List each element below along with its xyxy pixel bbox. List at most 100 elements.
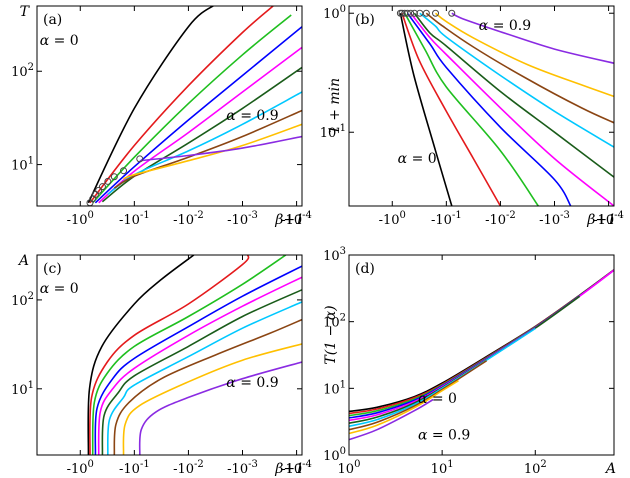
series-line — [349, 327, 536, 427]
series-line — [349, 269, 614, 415]
series-line — [403, 12, 539, 206]
series-line — [434, 12, 614, 98]
panel-label: (c) — [43, 261, 62, 277]
curves — [399, 12, 614, 206]
data-point — [120, 167, 128, 175]
panel-3: -100 -10-1 -10-2 -10-3 -10-4 101 102 (c) β+1 Aα =… — [11, 253, 312, 477]
curve-annotation: α = 0 — [418, 391, 457, 407]
series-line — [122, 343, 302, 455]
series-line — [106, 301, 302, 455]
panel-label: (d) — [355, 261, 375, 277]
y-tick-label: 100 — [323, 4, 346, 22]
x-tick-label: -10-2 — [173, 459, 204, 477]
series-line — [89, 255, 250, 455]
curves — [349, 269, 614, 441]
y-tick-label: 103 — [323, 246, 346, 264]
y-tick-label: 102 — [323, 313, 346, 331]
series-line — [94, 265, 302, 455]
x-tick-label: 101 — [431, 459, 454, 477]
series-line — [399, 13, 453, 206]
plot-frame — [348, 254, 615, 456]
x-tick-label: -10-1 — [119, 459, 150, 477]
series-line — [349, 360, 488, 431]
curve-annotation: α = 0.9 — [418, 428, 470, 444]
x-tick-label: -10-4 — [593, 210, 624, 228]
data-point — [422, 9, 430, 17]
curves — [87, 6, 302, 204]
series-line — [92, 14, 292, 204]
series-line — [349, 398, 434, 441]
curve-annotation: α = 0.9 — [226, 108, 278, 124]
y-axis-label: 1 + min — [327, 78, 343, 134]
y-tick-label: 102 — [11, 62, 34, 80]
plot-frame — [36, 254, 303, 456]
x-axis-label: β+1 — [274, 461, 304, 477]
series-line — [349, 269, 614, 417]
data-point — [398, 9, 406, 17]
panel-label: (b) — [355, 12, 375, 28]
x-tick-label: -10-4 — [281, 210, 312, 228]
x-tick-label: 100 — [338, 459, 361, 477]
plot-frame — [36, 5, 303, 207]
curve-annotation: α = 0.9 — [479, 18, 531, 34]
series-line — [349, 295, 581, 424]
x-tick-label: 102 — [524, 459, 547, 477]
data-point — [110, 173, 118, 181]
data-point — [410, 9, 418, 17]
x-tick-label: -10-3 — [539, 210, 570, 228]
series-line — [87, 6, 215, 204]
panel-2: -100 -10-1 -10-2 -10-3 -10-4 10-1 100 (b) β+1 1 +… — [320, 4, 624, 228]
y-axis-label: T — [20, 4, 31, 20]
series-line — [425, 12, 614, 124]
y-tick-label: 101 — [11, 156, 34, 174]
series-line — [89, 6, 275, 204]
x-tick-label: -100 — [379, 210, 406, 228]
y-axis-label: T(1 − α) — [323, 305, 339, 364]
y-axis-label: A — [17, 253, 29, 269]
x-axis-label: β+1 — [586, 212, 616, 228]
panel-label: (a) — [43, 12, 62, 28]
series-line — [101, 66, 302, 203]
x-tick-label: -10-1 — [431, 210, 462, 228]
series-line — [113, 109, 302, 189]
x-tick-label: -10-3 — [227, 459, 258, 477]
y-tick-label: 101 — [11, 380, 34, 398]
curve-annotation: α = 0 — [40, 281, 79, 297]
series-line — [349, 269, 614, 422]
data-point — [432, 9, 440, 17]
x-tick-label: -10-1 — [119, 210, 150, 228]
x-tick-label: -100 — [67, 459, 94, 477]
curve-annotation: α = 0 — [40, 33, 79, 49]
series-line — [401, 12, 502, 206]
data-point — [407, 9, 415, 17]
y-tick-label: 100 — [323, 446, 346, 464]
series-line — [101, 289, 302, 455]
data-point — [448, 9, 456, 17]
x-tick-label: -10-4 — [281, 459, 312, 477]
data-point — [95, 186, 103, 194]
curves — [87, 255, 302, 455]
series-line — [413, 12, 614, 178]
data-point — [104, 177, 112, 185]
x-tick-label: -10-2 — [173, 210, 204, 228]
curve-annotation: α = 0 — [398, 151, 437, 167]
y-tick-label: 101 — [323, 379, 346, 397]
x-tick-label: -100 — [67, 210, 94, 228]
y-tick-label: 102 — [11, 291, 34, 309]
series-line — [349, 269, 614, 413]
x-tick-label: -10-3 — [227, 210, 258, 228]
series-line — [87, 255, 195, 455]
series-line — [123, 123, 302, 180]
curve-annotation: α = 0.9 — [226, 375, 278, 391]
panel-4: 100 101 102 100 101 102 103 (d) A T(1 − α) α = 0 α … — [323, 246, 616, 477]
data-point — [403, 9, 411, 17]
x-axis-label: A — [604, 461, 616, 477]
series-line — [139, 135, 302, 162]
series-line — [349, 269, 614, 419]
panel-1: -100 -10-1 -10-2 -10-3 -10-4 101 102 (a) β+1 Tα =… — [11, 4, 312, 228]
series-line — [113, 318, 302, 455]
series-line — [94, 26, 302, 204]
series-line — [91, 255, 287, 455]
x-tick-label: -10-2 — [485, 210, 516, 228]
